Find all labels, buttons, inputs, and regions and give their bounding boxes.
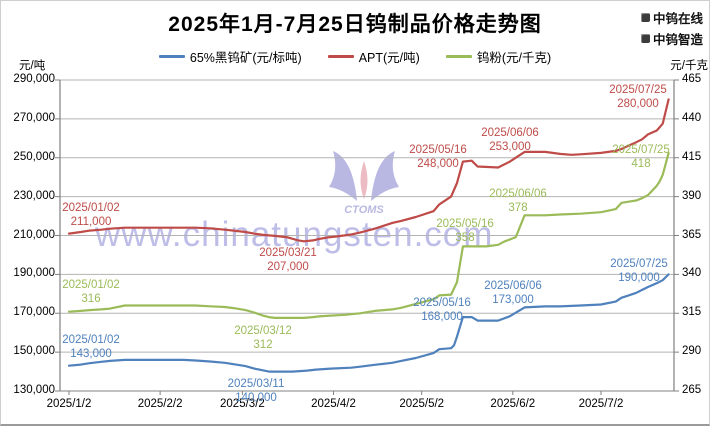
brand-logo-icon [640, 13, 650, 22]
brand-logo-icon [640, 34, 650, 43]
brand-row-ctia: 中钨在线 [640, 8, 703, 27]
legend-line-swatch [158, 55, 185, 58]
legend-label: 钨粉(元/千克) [476, 51, 552, 65]
right-axis-unit: 元/千克 [670, 60, 708, 72]
watermark-logo-caption: CTOMS [344, 204, 384, 216]
legend-line-swatch [327, 55, 354, 58]
series-line-apt [67, 98, 670, 243]
chart-title: 2025年1月-7月25日钨制品价格走势图 [168, 13, 542, 36]
legend-line-swatch [445, 55, 472, 58]
legend-item-apt: APT(元/吨) [327, 47, 420, 66]
chart-legend: 65%黑钨矿(元/标吨) APT(元/吨) 钨粉(元/千克) [1, 47, 709, 66]
brand-label: 中钨在线 [652, 12, 703, 26]
left-axis-unit: 元/吨 [19, 60, 46, 72]
brand-label: 中钨智造 [652, 33, 703, 47]
watermark-url: www.chinatungsten.com [95, 215, 494, 254]
brand-row-smart: 中钨智造 [640, 29, 703, 48]
legend-label: 65%黑钨矿(元/标吨) [189, 51, 302, 65]
watermark-logo: CTOMS [329, 151, 399, 216]
legend-label: APT(元/吨) [358, 51, 420, 65]
legend-item-wolframite: 65%黑钨矿(元/标吨) [158, 47, 302, 66]
brand-box: 中钨在线 中钨智造 [640, 8, 703, 48]
series-line-powder [67, 152, 670, 319]
legend-item-powder: 钨粉(元/千克) [445, 47, 552, 66]
series-line-wolframite [67, 273, 670, 373]
